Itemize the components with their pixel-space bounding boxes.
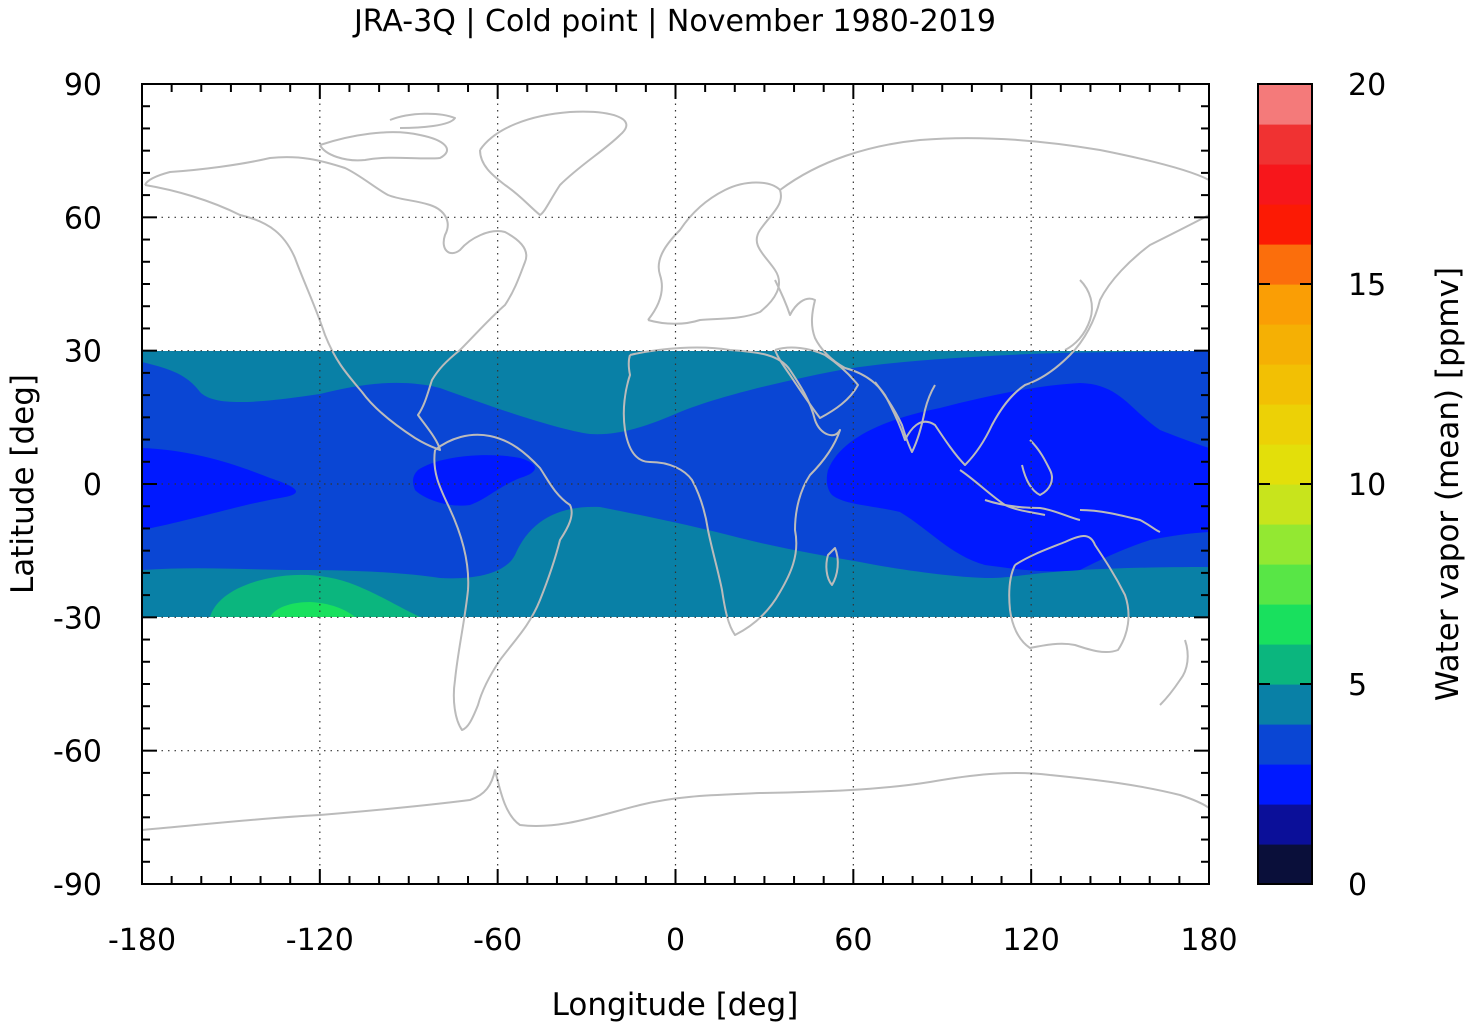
colorbar-title: Water vapor (mean) [ppmv]: [1430, 267, 1466, 701]
colorbar-segment: [1258, 724, 1312, 765]
colorbar-segment: [1258, 324, 1312, 365]
colorbar: [1258, 84, 1312, 885]
colorbar-segment: [1258, 204, 1312, 245]
x-tick-label: -120: [286, 923, 354, 958]
colorbar-segment: [1258, 764, 1312, 805]
contour-level-2-3-warm-pool: [826, 383, 1209, 572]
colorbar-tick-label: 5: [1348, 668, 1367, 703]
coastline-north-america: [144, 156, 528, 451]
contour-level-5-6: [210, 574, 420, 617]
x-tick-label: -180: [108, 923, 176, 958]
coastline-india: [874, 381, 936, 453]
colorbar-segment: [1258, 244, 1312, 285]
x-tick-label: 60: [834, 923, 872, 958]
coastlines: [142, 110, 1209, 831]
x-axis-title: Longitude [deg]: [552, 987, 799, 1023]
colorbar-segment: [1258, 284, 1312, 325]
coastline-australia: [1008, 535, 1130, 654]
coastline-asia: [774, 137, 1209, 466]
colorbar-tick-label: 0: [1348, 868, 1367, 903]
x-tick-label: 180: [1180, 923, 1237, 958]
colorbar-segment: [1258, 364, 1312, 405]
y-tick-label: 30: [64, 335, 102, 370]
coastline-europe: [647, 181, 782, 325]
colorbar-segment: [1258, 684, 1312, 725]
y-tick-label: -90: [53, 868, 102, 903]
y-tick-label: 60: [64, 201, 102, 236]
colorbar-segment: [1258, 124, 1312, 165]
colorbar-segment: [1258, 604, 1312, 645]
coastline-greenland: [479, 110, 628, 216]
y-axis-title: Latitude [deg]: [5, 374, 41, 594]
colorbar-segment: [1258, 444, 1312, 485]
y-tick-label: -30: [53, 601, 102, 636]
colorbar-tick-label: 15: [1348, 268, 1386, 303]
coastline-madagascar: [825, 547, 839, 586]
coastline-maritime-continent: [959, 439, 1161, 533]
colorbar-segment: [1258, 524, 1312, 565]
colorbar-segment: [1258, 564, 1312, 605]
x-tick-labels: -180 -120 -60 0 60 120 180: [108, 923, 1238, 958]
colorbar-segment: [1258, 644, 1312, 685]
contour-level-2-3-pacific: [142, 448, 297, 530]
contour-level-6-7: [270, 602, 355, 617]
colorbar-ticks: [1258, 83, 1312, 885]
coastline-antarctica: [142, 769, 1209, 831]
colorbar-segment: [1258, 164, 1312, 205]
coastline-new-zealand: [1159, 639, 1189, 706]
colorbar-segment: [1258, 844, 1312, 885]
x-tick-label: -60: [473, 923, 522, 958]
colorbar-segment: [1258, 484, 1312, 525]
colorbar-segment: [1258, 804, 1312, 845]
grid: [142, 84, 1209, 884]
colorbar-tick-labels: 0 5 10 15 20: [1348, 68, 1386, 903]
y-tick-label: 0: [83, 468, 102, 503]
colorbar-segment: [1258, 404, 1312, 445]
colorbar-tick-label: 20: [1348, 68, 1386, 103]
coastline-japan: [1064, 279, 1093, 351]
coastline-arabia: [774, 346, 859, 419]
y-tick-label: -60: [53, 735, 102, 770]
chart-title: JRA-3Q | Cold point | November 1980-2019: [352, 4, 996, 39]
axis-ticks: [141, 83, 1210, 885]
y-tick-label: 90: [64, 68, 102, 103]
x-tick-label: 0: [666, 923, 685, 958]
colorbar-tick-label: 10: [1348, 468, 1386, 503]
x-tick-label: 120: [1003, 923, 1060, 958]
coastline-africa: [622, 346, 841, 636]
colorbar-segment: [1258, 84, 1312, 125]
coastline-arctic-islands: [319, 112, 456, 162]
y-tick-labels: -90 -60 -30 0 30 60 90: [53, 68, 102, 903]
